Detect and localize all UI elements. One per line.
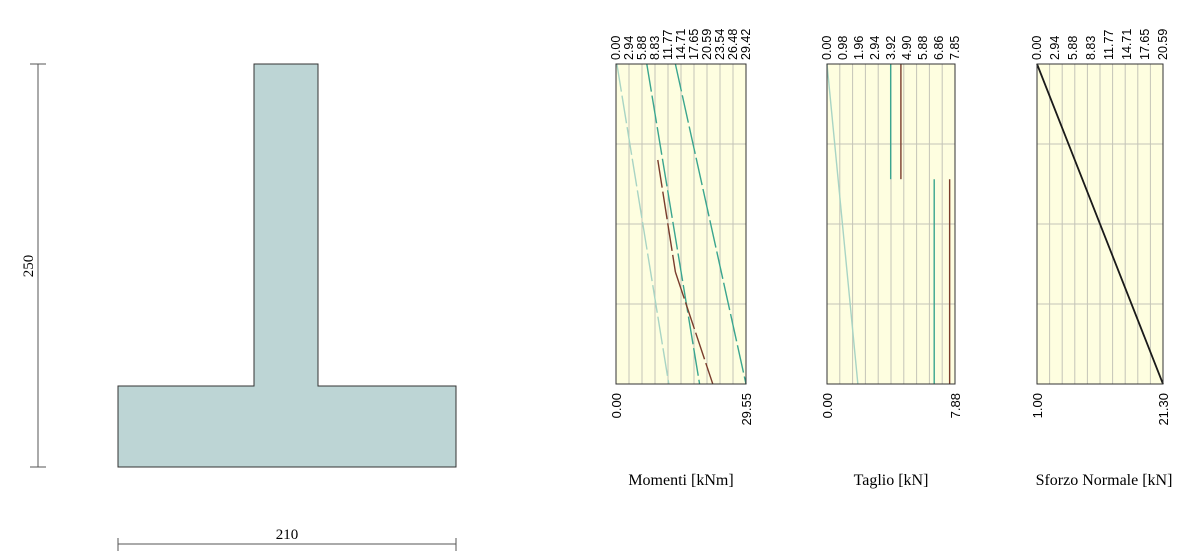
momenti-series-3	[674, 271, 714, 385]
height-dimension	[30, 63, 46, 468]
momenti-top-tick-label: 5.88	[635, 36, 649, 60]
momenti-series-4	[674, 63, 747, 385]
momenti-series-1	[646, 63, 701, 385]
sforzo-normale-top-tick-label: 2.94	[1048, 36, 1062, 60]
momenti-top-tick-label: 2.94	[622, 36, 636, 60]
taglio-top-tick-label: 0.00	[820, 36, 834, 60]
taglio-bottom-tick-label: 0.00	[820, 393, 835, 418]
taglio-top-tick-label: 3.92	[884, 36, 898, 60]
momenti-series-5	[616, 63, 670, 385]
momenti-top-tick-label: 17.65	[687, 29, 701, 60]
sforzo-normale-top-tick-label: 5.88	[1066, 36, 1080, 60]
panel-sforzo-normale: 0.00 2.94 5.88 8.83 11.77 14.71 17.65 20.59 1.00…	[1030, 29, 1172, 489]
momenti-top-tick-label: 8.83	[648, 36, 662, 60]
sforzo-normale-top-tick-label: 20.59	[1156, 29, 1170, 60]
taglio-series-1	[826, 63, 859, 385]
momenti-title: Momenti [kNm]	[628, 472, 733, 489]
momenti-series-2	[657, 159, 677, 273]
panel-momenti: 0.00 2.94 5.88 8.83 11.77 14.71 17.65 20.59 23.5…	[609, 29, 754, 489]
sforzo-normale-top-tick-label: 0.00	[1030, 36, 1044, 60]
panel-taglio: 0.00 0.98 1.96 2.94 3.92 4.90 5.88 6.86 7.850.00…	[820, 36, 963, 489]
sforzo-normale-top-tick-label: 17.65	[1138, 29, 1152, 60]
taglio-top-tick-label: 2.94	[868, 36, 882, 60]
sforzo-normale-series-1	[1036, 63, 1164, 385]
t-section-shape	[117, 63, 457, 468]
sforzo-normale-bottom-tick-label: 21.30	[1156, 393, 1171, 426]
momenti-bottom-tick-label: 0.00	[609, 393, 624, 418]
width-label: 210	[276, 527, 299, 543]
taglio-top-tick-label: 6.86	[932, 36, 946, 60]
sforzo-normale-top-tick-label: 11.77	[1102, 30, 1116, 60]
taglio-top-tick-label: 0.98	[836, 36, 850, 60]
momenti-frame	[615, 63, 747, 385]
sforzo-normale-bottom-tick-label: 1.00	[1030, 393, 1045, 418]
momenti-top-tick-label: 20.59	[700, 29, 714, 60]
sforzo-normale-frame	[1036, 63, 1164, 385]
sforzo-normale-title: Sforzo Normale [kN]	[1036, 472, 1173, 489]
taglio-top-tick-label: 7.85	[948, 36, 962, 60]
momenti-bottom-tick-label: 29.55	[739, 393, 754, 426]
t-section-group: 250 210	[21, 63, 457, 551]
momenti-top-tick-label: 11.77	[661, 30, 675, 60]
momenti-top-tick-label: 23.54	[713, 29, 727, 60]
sforzo-normale-top-tick-label: 8.83	[1084, 36, 1098, 60]
height-label: 250	[21, 255, 37, 278]
momenti-top-tick-label: 26.48	[726, 29, 740, 60]
taglio-top-tick-label: 1.96	[852, 36, 866, 60]
taglio-top-tick-label: 5.88	[916, 36, 930, 60]
momenti-top-tick-label: 0.00	[609, 36, 623, 60]
sforzo-normale-top-tick-label: 14.71	[1120, 29, 1134, 60]
momenti-top-tick-label: 29.42	[739, 29, 753, 60]
taglio-bottom-tick-label: 7.88	[948, 393, 963, 418]
width-dimension	[117, 538, 457, 551]
taglio-frame	[826, 63, 956, 385]
taglio-title: Taglio [kN]	[854, 472, 929, 489]
momenti-top-tick-label: 14.71	[674, 29, 688, 60]
taglio-top-tick-label: 4.90	[900, 36, 914, 60]
